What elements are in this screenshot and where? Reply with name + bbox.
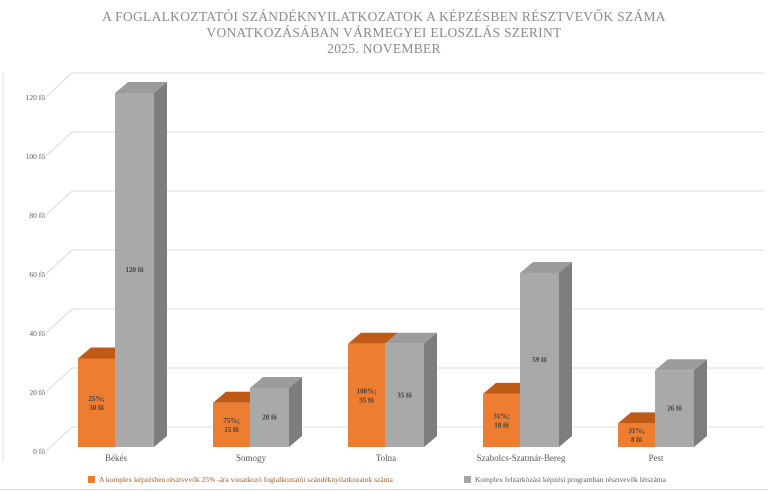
bar-gray-top-face <box>115 82 167 93</box>
bar-gray-top-face <box>250 377 302 388</box>
y-axis-tick-label: 120 fő <box>26 93 46 102</box>
x-axis-category-label: Tolna <box>376 453 396 463</box>
bar-gray-side-face <box>289 377 302 447</box>
bar-orange <box>78 358 115 447</box>
x-axis-category-label: Somogy <box>236 453 267 463</box>
bar-gray-top-face <box>520 261 572 273</box>
bar-gray-side-face <box>694 359 707 447</box>
data-label-gray: 120 fő <box>125 266 144 274</box>
data-label-orange: 100%; 35 fő <box>357 387 377 404</box>
gridline-connector <box>45 190 73 216</box>
data-label-orange: 75%; 15 fő <box>223 417 239 434</box>
legend-item-gray-series: Komplex felzárkózási képzési programban … <box>464 474 666 484</box>
y-axis-tick-label: 20 fő <box>29 388 45 397</box>
bar-gray-top-face <box>385 332 437 344</box>
legend-label-gray: Komplex felzárkózási képzési programban … <box>475 474 666 484</box>
chart-bottom-border <box>0 489 768 490</box>
bar-gray <box>520 272 559 447</box>
x-axis-category-label: Pest <box>648 453 664 463</box>
x-axis-category-label: Szabolcs-Szatmár-Bereg <box>477 453 566 463</box>
data-label-gray: 35 fő <box>397 391 412 399</box>
gridline-connector <box>45 308 73 334</box>
gridline-connector <box>45 131 73 157</box>
bar-gray-side-face <box>559 261 572 447</box>
bar-gray-side-face <box>424 332 437 447</box>
y-axis-tick-label: 40 fő <box>29 329 45 338</box>
legend-label-orange: A komplex képzésben résztvevők 25% -ára … <box>99 474 393 484</box>
bar-gray-side-face <box>154 82 167 447</box>
y-axis-tick-label: 0 fő <box>33 447 45 456</box>
data-label-gray: 26 fő <box>667 405 682 413</box>
legend-swatch-orange <box>88 475 95 483</box>
data-label-orange: 31%; 8 fő <box>628 427 644 444</box>
bar-gray-top-face <box>655 359 707 371</box>
y-axis-tick-label: 80 fő <box>29 211 45 220</box>
chart-title-line-3: 2025. NOVEMBER <box>327 41 441 56</box>
chart-title-line-2: VONATKOZÁSÁBAN VÁRMEGYEI ELOSZLÁS SZERIN… <box>206 25 562 40</box>
bar-gray <box>115 93 154 447</box>
bar-orange <box>618 423 655 447</box>
gridline-connector <box>45 426 73 452</box>
bar-gray <box>250 388 289 447</box>
data-label-gray: 59 fő <box>532 356 547 364</box>
data-label-gray: 20 fő <box>262 414 277 422</box>
bar-orange <box>483 393 520 447</box>
gridline-connector <box>45 72 73 98</box>
data-label-orange: 25%; 30 fő <box>88 395 104 412</box>
gridline-connector <box>45 249 73 275</box>
gridline-connector <box>45 367 73 393</box>
legend-swatch-gray <box>464 475 471 483</box>
x-axis-category-label: Békés <box>105 453 127 463</box>
bar-orange-top-face <box>348 332 398 344</box>
chart-title: A FOGLALKOZTATÓI SZÁNDÉKNYILATKOZATOK A … <box>0 9 768 57</box>
y-axis-tick-label: 60 fő <box>29 270 45 279</box>
y-axis-tick-label: 100 fő <box>26 152 46 161</box>
data-label-orange: 31%; 18 fő <box>493 412 509 429</box>
bar-orange <box>213 402 250 447</box>
bar-gray <box>385 343 424 447</box>
legend-item-orange-series: A komplex képzésben résztvevők 25% -ára … <box>88 474 393 484</box>
chart-title-line-1: A FOGLALKOZTATÓI SZÁNDÉKNYILATKOZATOK A … <box>102 9 666 24</box>
bar-gray <box>655 370 694 447</box>
bar-orange <box>348 343 385 447</box>
